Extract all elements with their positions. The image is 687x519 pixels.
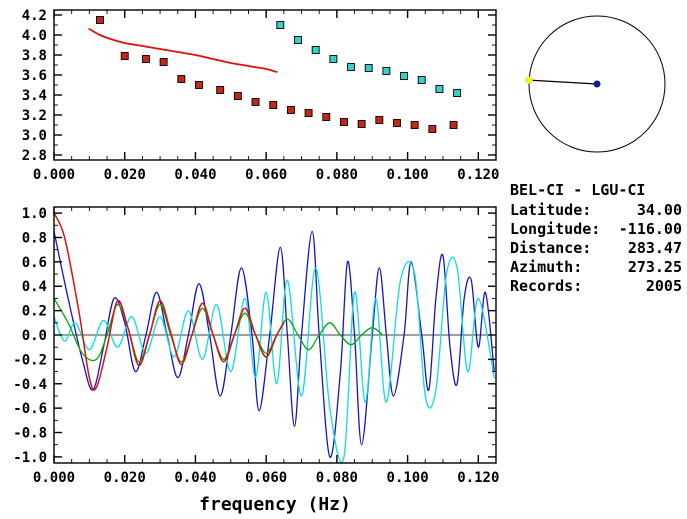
svg-text:2.8: 2.8 xyxy=(22,148,47,164)
svg-text:0.020: 0.020 xyxy=(104,470,146,486)
svg-text:0.100: 0.100 xyxy=(387,167,429,183)
svg-text:frequency (Hz): frequency (Hz) xyxy=(199,494,351,515)
svg-text:-0.4: -0.4 xyxy=(13,377,47,393)
svg-text:3.4: 3.4 xyxy=(22,88,47,104)
svg-text:-0.2: -0.2 xyxy=(13,352,47,368)
svg-text:0.060: 0.060 xyxy=(245,470,287,486)
svg-text:0.080: 0.080 xyxy=(316,470,358,486)
svg-text:0.4: 0.4 xyxy=(22,279,47,295)
correlation-spectrum-chart: 0.000 0.020 0.040 0.060 0.080 0.100 0.120 -1.0 -… xyxy=(13,206,499,515)
latitude-value: 34.00 xyxy=(636,201,682,219)
longitude-label: Longitude: xyxy=(510,220,601,238)
svg-text:0.2: 0.2 xyxy=(22,304,47,320)
svg-text:-1.0: -1.0 xyxy=(13,450,47,466)
azimuth-label: Azimuth: xyxy=(510,258,583,276)
svg-text:3.2: 3.2 xyxy=(22,108,47,124)
svg-text:0.8: 0.8 xyxy=(22,230,47,246)
station-pair-title: BEL-CI - LGU-CI xyxy=(510,181,646,199)
svg-text:0.0: 0.0 xyxy=(22,328,47,344)
svg-text:0.100: 0.100 xyxy=(387,470,429,486)
azimuth-value: 273.25 xyxy=(627,258,682,276)
latitude-label: Latitude: xyxy=(510,201,592,219)
azimuth-dial xyxy=(525,15,666,153)
records-value: 2005 xyxy=(645,277,682,295)
svg-text:-0.6: -0.6 xyxy=(13,401,47,417)
distance-value: 283.47 xyxy=(627,239,682,257)
svg-text:3.6: 3.6 xyxy=(22,68,47,84)
info-row-latitude: Latitude: 34.00 xyxy=(510,201,682,220)
info-row-records: Records: 2005 xyxy=(510,277,682,296)
svg-text:0.040: 0.040 xyxy=(174,167,216,183)
svg-text:-0.8: -0.8 xyxy=(13,426,47,442)
records-label: Records: xyxy=(510,277,583,295)
svg-text:0.060: 0.060 xyxy=(245,167,287,183)
svg-text:0.020: 0.020 xyxy=(104,167,146,183)
svg-text:0.6: 0.6 xyxy=(22,255,47,271)
svg-text:0.040: 0.040 xyxy=(174,470,216,486)
svg-text:0.000: 0.000 xyxy=(33,470,75,486)
svg-text:4.2: 4.2 xyxy=(22,8,47,24)
svg-text:3.8: 3.8 xyxy=(22,48,47,64)
station-info-panel: BEL-CI - LGU-CI Latitude: 34.00 Longitud… xyxy=(510,181,682,296)
svg-text:0.000: 0.000 xyxy=(33,167,75,183)
distance-label: Distance: xyxy=(510,239,592,257)
svg-text:0.120: 0.120 xyxy=(457,167,499,183)
svg-text:0.080: 0.080 xyxy=(316,167,358,183)
svg-text:4.0: 4.0 xyxy=(22,28,47,44)
svg-text:3.0: 3.0 xyxy=(22,128,47,144)
info-row-distance: Distance: 283.47 xyxy=(510,239,682,258)
info-row-azimuth: Azimuth: 273.25 xyxy=(510,258,682,277)
svg-text:0.120: 0.120 xyxy=(457,470,499,486)
dispersion-velocity-chart: 0.000 0.020 0.040 0.060 0.080 0.100 0.120 2.8 3.… xyxy=(22,8,500,183)
svg-text:1.0: 1.0 xyxy=(22,206,47,222)
info-row-longitude: Longitude: -116.00 xyxy=(510,220,682,239)
longitude-value: -116.00 xyxy=(618,220,682,238)
